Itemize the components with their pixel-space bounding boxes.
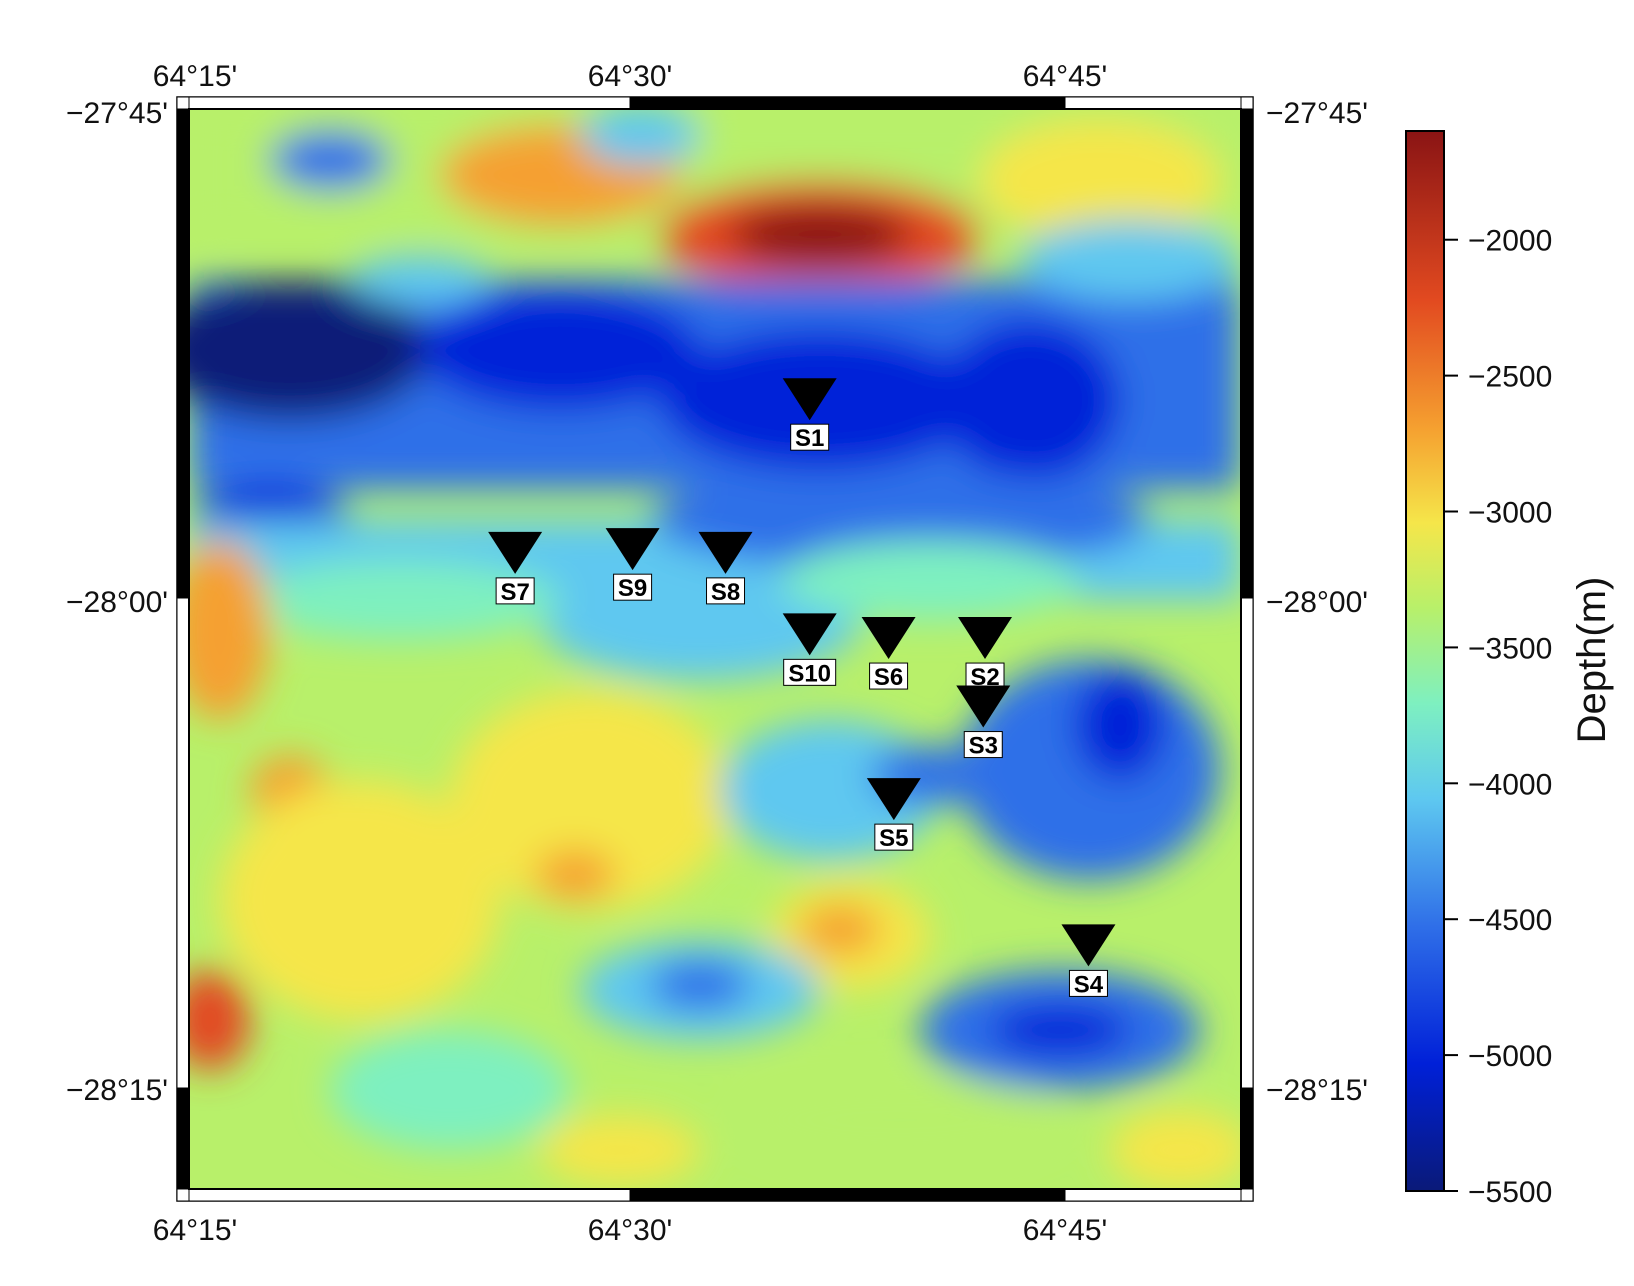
station-s7: S7 <box>488 531 543 606</box>
station-label: S4 <box>1074 971 1104 998</box>
colorbar-tick-label: −4000 <box>1468 768 1552 801</box>
station-s6: S6 <box>861 617 916 691</box>
station-label: S8 <box>711 579 740 606</box>
station-triangle-icon <box>866 778 921 821</box>
station-label-box <box>869 662 909 690</box>
lat-label: −28°15' <box>66 1074 168 1107</box>
station-s10: S10 <box>782 613 837 687</box>
colorbar-title: Depth(m) <box>1570 577 1614 744</box>
station-label-box <box>706 577 746 605</box>
station-label-box <box>783 658 837 686</box>
colorbar-gradient <box>1405 130 1445 1192</box>
station-triangle-icon <box>958 617 1013 660</box>
station-label: S7 <box>500 579 529 606</box>
station-triangle-icon <box>698 531 753 574</box>
colorbar-tick-label: −3000 <box>1468 497 1552 530</box>
lon-labels-top: 64°15' 64°30' 64°45' <box>153 60 1107 93</box>
colorbar-tick-label: −5000 <box>1468 1040 1552 1073</box>
station-label-box <box>965 662 1005 690</box>
lon-label: 64°30' <box>588 60 672 93</box>
lon-labels-bottom: 64°15' 64°30' 64°45' <box>153 1214 1107 1247</box>
station-s8: S8 <box>698 531 753 606</box>
colorbar-tick-label: −2500 <box>1468 361 1552 394</box>
lon-label: 64°45' <box>1023 1214 1107 1247</box>
station-label: S9 <box>618 575 647 602</box>
lat-label: −27°45' <box>66 97 168 130</box>
station-label-box <box>1068 969 1108 997</box>
station-s5: S5 <box>866 778 921 852</box>
station-label-box <box>963 731 1003 759</box>
lat-label: −27°45' <box>1266 97 1368 130</box>
bathymetry-field <box>190 110 1240 1188</box>
station-triangle-icon <box>1061 924 1116 967</box>
lat-label: −28°00' <box>1266 586 1368 619</box>
colorbar-tick-label: −3500 <box>1468 632 1552 665</box>
station-label-box <box>495 577 535 605</box>
station-label: S6 <box>874 664 903 691</box>
lat-labels-right: −27°45' −28°00' −28°15' <box>1266 97 1368 1107</box>
station-triangle-icon <box>488 531 543 574</box>
station-triangle-icon <box>782 378 837 421</box>
station-label-box <box>613 573 653 601</box>
station-triangle-icon <box>782 613 837 656</box>
station-triangle-icon <box>605 528 660 571</box>
lon-label: 64°30' <box>588 1214 672 1247</box>
station-label-box <box>790 423 830 451</box>
station-s9: S9 <box>605 528 660 602</box>
colorbar-tick-label: −5500 <box>1468 1176 1552 1209</box>
station-triangle-icon <box>956 685 1011 728</box>
station-label: S1 <box>795 425 824 452</box>
station-s3: S3 <box>956 685 1011 760</box>
station-triangle-icon <box>861 617 916 660</box>
station-label: S10 <box>788 660 831 687</box>
station-label: S3 <box>969 733 998 760</box>
lat-label: −28°15' <box>1266 1074 1368 1107</box>
lon-label: 64°45' <box>1023 60 1107 93</box>
colorbar-tick-label: −2000 <box>1468 225 1552 258</box>
lon-label: 64°15' <box>153 1214 237 1247</box>
station-s1: S1 <box>782 378 837 452</box>
station-label-box <box>874 823 914 851</box>
lon-label: 64°15' <box>153 60 237 93</box>
station-s4: S4 <box>1061 924 1116 998</box>
colorbar-tick-label: −4500 <box>1468 904 1552 937</box>
colorbar-ticks: −2000 −2500 −3000 −3500 −4000 −4500 −5000 −5500 <box>1444 225 1552 1209</box>
map-frame <box>176 96 1254 1202</box>
station-label: S5 <box>879 825 908 852</box>
lat-label: −28°00' <box>66 586 168 619</box>
colorbar: −2000 −2500 −3000 −3500 −4000 −4500 −5000 −5500… <box>1405 130 1614 1209</box>
lat-labels-left: −27°45' −28°00' −28°15' <box>66 97 168 1107</box>
